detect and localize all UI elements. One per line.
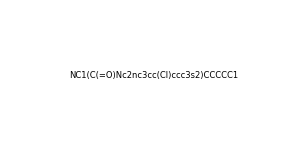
Text: NC1(C(=O)Nc2nc3cc(Cl)ccc3s2)CCCCC1: NC1(C(=O)Nc2nc3cc(Cl)ccc3s2)CCCCC1	[69, 71, 239, 80]
